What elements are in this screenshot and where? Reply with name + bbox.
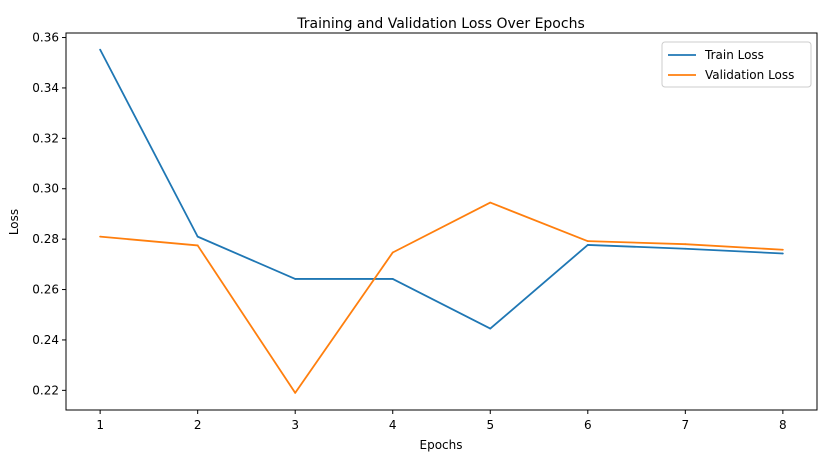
data-point-train-loss: [196, 235, 199, 238]
y-axis: 0.22 0.24 0.26 0.28 0.30 0.32 0.34 0.36: [32, 31, 66, 397]
x-axis: 1 2 3 4 5 6 7 8: [96, 410, 787, 432]
data-point-train-loss: [586, 244, 589, 246]
data-point-validation-loss: [99, 235, 102, 238]
x-tick-label: 5: [486, 418, 494, 432]
y-axis-label: Loss: [7, 209, 21, 235]
y-tick-label: 0.34: [32, 81, 59, 95]
series-line-train-loss: [99, 49, 783, 330]
series-line-validation-loss: [100, 201, 783, 394]
data-point-train-loss: [391, 278, 394, 280]
data-point-validation-loss: [196, 244, 199, 247]
data-point-validation-loss: [294, 391, 297, 394]
data-point-validation-loss: [684, 243, 687, 246]
y-tick-label: 0.30: [32, 182, 59, 196]
data-point-train-loss: [781, 252, 784, 255]
data-point-train-loss: [99, 48, 102, 51]
x-axis-label: Epochs: [420, 438, 463, 452]
plot-area-frame: [65, 32, 818, 411]
data-point-validation-loss: [391, 251, 394, 254]
y-tick-label: 0.32: [32, 131, 59, 145]
data-point-train-loss: [294, 278, 297, 280]
y-tick-label: 0.36: [32, 31, 59, 45]
y-tick-label: 0.24: [32, 333, 59, 347]
x-tick-label: 2: [194, 418, 202, 432]
legend: Train Loss Validation Loss: [661, 41, 812, 88]
legend-label-validation-loss: Validation Loss: [705, 68, 794, 82]
y-tick-label: 0.26: [32, 283, 59, 297]
x-tick-label: 7: [682, 418, 690, 432]
y-tick-label: 0.22: [32, 383, 59, 397]
data-point-validation-loss: [489, 201, 492, 204]
chart-title: Training and Validation Loss Over Epochs: [296, 16, 585, 32]
series-layer: [99, 48, 784, 394]
data-point-train-loss: [684, 247, 687, 250]
legend-label-train-loss: Train Loss: [704, 48, 764, 62]
data-point-train-loss: [489, 327, 492, 330]
y-tick-label: 0.28: [32, 232, 59, 246]
x-tick-label: 1: [96, 418, 104, 432]
x-tick-label: 3: [291, 418, 299, 432]
legend-box: [661, 41, 812, 88]
x-tick-label: 8: [779, 418, 787, 432]
data-point-validation-loss: [586, 240, 589, 243]
x-tick-label: 4: [389, 418, 397, 432]
data-point-validation-loss: [781, 248, 784, 251]
x-tick-label: 6: [584, 418, 592, 432]
